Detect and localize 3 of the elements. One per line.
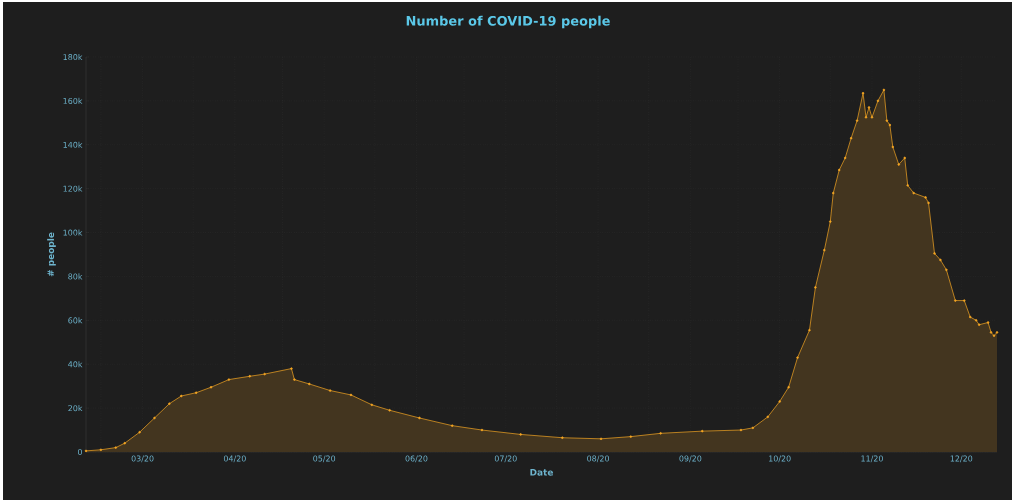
y-axis-title: # people [47,232,56,277]
chart-title: Number of COVID-19 people [406,15,610,29]
x-axis-title: Date [530,469,554,476]
